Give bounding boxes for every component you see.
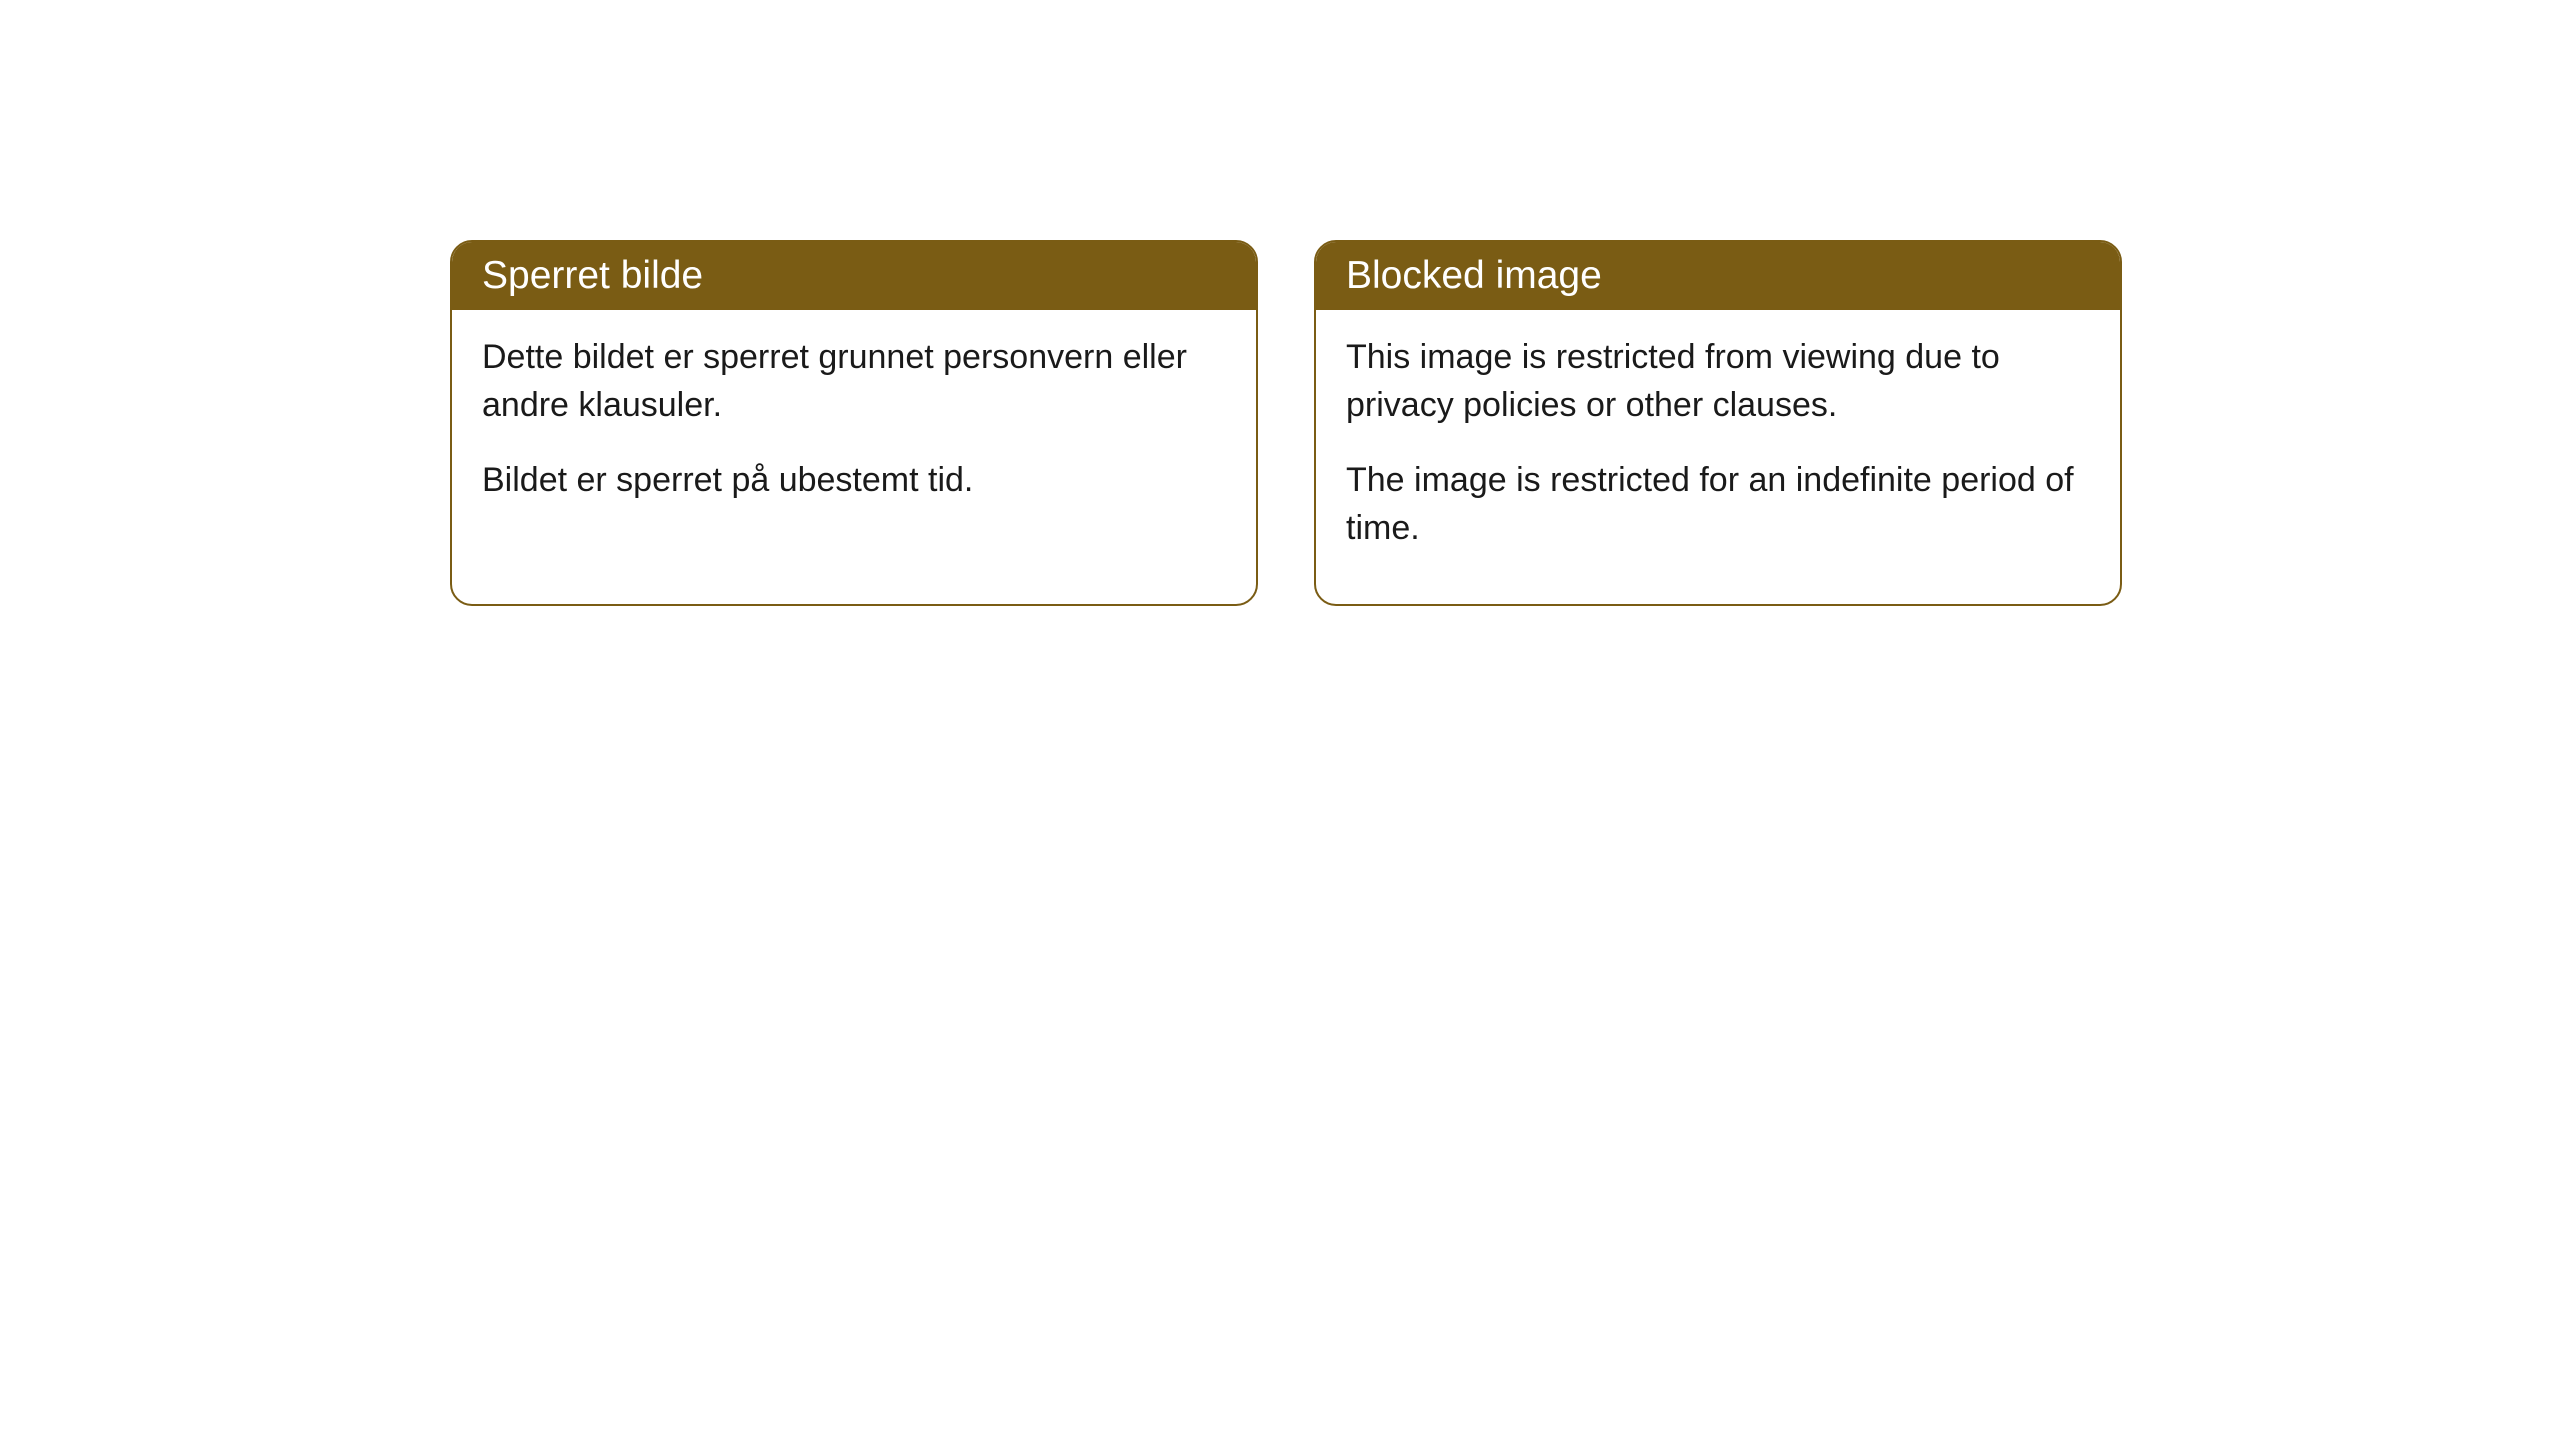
card-body-norwegian: Dette bildet er sperret grunnet personve…: [452, 310, 1256, 557]
card-paragraph: This image is restricted from viewing du…: [1346, 334, 2090, 429]
card-header-english: Blocked image: [1316, 242, 2120, 310]
card-norwegian: Sperret bilde Dette bildet er sperret gr…: [450, 240, 1258, 606]
card-english: Blocked image This image is restricted f…: [1314, 240, 2122, 606]
card-paragraph: The image is restricted for an indefinit…: [1346, 457, 2090, 552]
card-header-norwegian: Sperret bilde: [452, 242, 1256, 310]
cards-container: Sperret bilde Dette bildet er sperret gr…: [450, 240, 2560, 606]
card-paragraph: Dette bildet er sperret grunnet personve…: [482, 334, 1226, 429]
card-paragraph: Bildet er sperret på ubestemt tid.: [482, 457, 1226, 505]
card-body-english: This image is restricted from viewing du…: [1316, 310, 2120, 604]
